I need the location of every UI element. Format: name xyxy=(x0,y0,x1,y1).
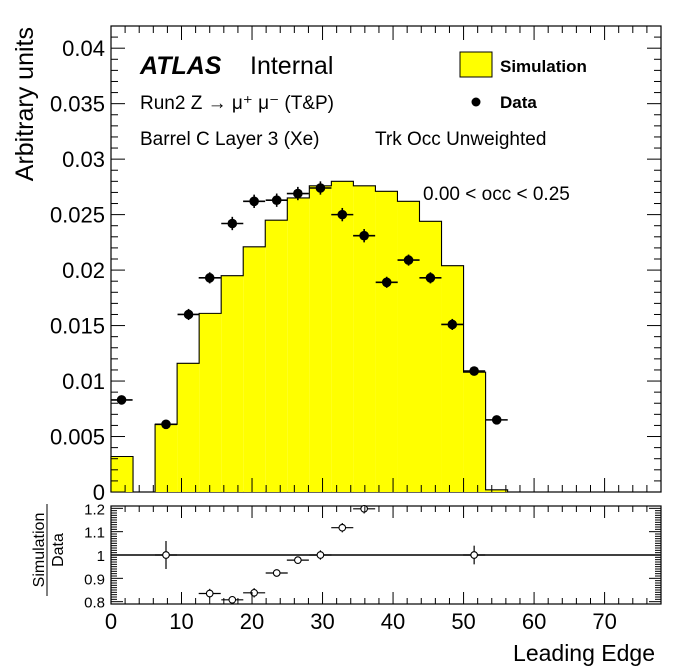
data-point xyxy=(243,194,266,208)
data-point xyxy=(198,272,221,284)
ratio-y-tick-label: 1 xyxy=(97,548,105,565)
y-tick-label: 0.04 xyxy=(62,36,105,61)
atlas-label: ATLAS xyxy=(139,52,222,80)
data-point xyxy=(397,254,420,266)
ratio-y-label-numerator: Simulation xyxy=(31,513,48,588)
y-tick-label: 0 xyxy=(93,480,105,505)
ratio-y-tick-label: 1.2 xyxy=(84,501,105,518)
ratio-point xyxy=(331,523,354,533)
internal-label: Internal xyxy=(250,52,333,80)
x-tick-label: 30 xyxy=(310,609,334,634)
ratio-y-tick-label: 0.9 xyxy=(84,571,105,588)
simulation-bin xyxy=(155,424,178,492)
legend-simulation-swatch xyxy=(459,51,493,78)
simulation-bin xyxy=(111,456,134,492)
data-point xyxy=(419,272,442,284)
x-tick-label: 40 xyxy=(381,609,405,634)
ratio-point xyxy=(353,504,376,514)
ratio-point xyxy=(463,545,486,565)
legend-data-label: Data xyxy=(500,93,537,112)
x-tick-label: 20 xyxy=(240,609,264,634)
simulation-bin xyxy=(441,265,464,492)
data-point xyxy=(110,395,133,405)
y-tick-label: 0.025 xyxy=(50,203,105,228)
run-label: Run2 Z → μ⁺ μ⁻ (T&P) xyxy=(140,93,334,114)
data-point xyxy=(154,419,178,430)
data-point xyxy=(353,229,376,243)
ratio-points xyxy=(154,504,486,604)
ratio-point xyxy=(309,550,332,560)
y-tick-label: 0.01 xyxy=(62,369,105,394)
simulation-bin xyxy=(221,275,244,492)
main-y-axis: 0 0.005 0.01 0.015 0.02 0.025 0.03 0.035 0.04 xyxy=(50,25,661,505)
legend: Simulation Data xyxy=(459,51,587,112)
data-point xyxy=(177,308,200,321)
ratio-point xyxy=(243,588,266,598)
legend-data-marker xyxy=(471,97,481,107)
simulation-bin xyxy=(353,185,376,492)
simulation-bin xyxy=(199,313,222,492)
main-x-ticks xyxy=(110,26,662,492)
simulation-bin xyxy=(375,191,398,493)
x-axis: 0 10 20 30 40 50 60 70 xyxy=(105,506,662,634)
data-point xyxy=(286,186,309,201)
y-tick-label: 0.005 xyxy=(50,425,105,450)
y-tick-label: 0.035 xyxy=(50,92,105,117)
ratio-point xyxy=(265,569,288,577)
data-point xyxy=(331,207,354,222)
simulation-histogram xyxy=(110,180,509,493)
y-tick-label: 0.015 xyxy=(50,314,105,339)
ratio-y-tick-label: 0.8 xyxy=(84,595,105,612)
x-axis-label: Leading Edge xyxy=(513,640,655,666)
ratio-y-tick-label: 1.1 xyxy=(84,525,105,542)
simulation-outline xyxy=(110,180,509,493)
data-point xyxy=(441,318,464,331)
ratio-point xyxy=(198,588,221,599)
data-points xyxy=(110,181,508,430)
legend-simulation-label: Simulation xyxy=(500,57,587,76)
main-panel: 0 0.005 0.01 0.015 0.02 0.025 0.03 0.035 0.04 Ar… xyxy=(11,25,662,505)
x-tick-label: 70 xyxy=(592,609,616,634)
simulation-bin xyxy=(287,197,310,492)
y-tick-label: 0.03 xyxy=(62,147,105,172)
simulation-bin xyxy=(309,185,332,492)
simulation-bin xyxy=(265,220,288,492)
ratio-point xyxy=(286,556,309,564)
simulation-bin xyxy=(463,372,486,492)
x-tick-label: 60 xyxy=(522,609,546,634)
x-tick-label: 50 xyxy=(451,609,475,634)
simulation-bin xyxy=(177,363,200,492)
mode-label: Trk Occ Unweighted xyxy=(375,129,546,150)
simulation-bin xyxy=(485,489,508,492)
ratio-y-axis: 0.8 0.9 1 1.1 1.2 xyxy=(84,501,661,612)
data-point xyxy=(309,181,332,195)
ratio-point xyxy=(221,595,244,604)
simulation-bin xyxy=(243,246,266,492)
x-tick-label: 0 xyxy=(105,609,117,634)
x-tick-label: 10 xyxy=(169,609,193,634)
ratio-point xyxy=(154,541,178,569)
simulation-bin xyxy=(419,221,442,492)
y-tick-label: 0.02 xyxy=(62,258,105,283)
data-point xyxy=(375,276,398,288)
data-point xyxy=(463,366,486,376)
simulation-bin xyxy=(397,201,420,493)
simulation-bin xyxy=(331,181,354,493)
ratio-y-label-denominator: Data xyxy=(50,533,67,567)
region-label: Barrel C Layer 3 (Xe) xyxy=(140,129,320,150)
data-point xyxy=(221,216,244,231)
data-point xyxy=(485,415,508,425)
occupancy-cut-label: 0.00 < occ < 0.25 xyxy=(423,184,570,205)
data-point xyxy=(265,193,288,207)
ratio-panel: 0.8 0.9 1 1.1 1.2 0 10 20 30 40 50 60 70 Simulation… xyxy=(31,501,662,666)
main-y-axis-label: Arbitrary units xyxy=(11,27,39,181)
